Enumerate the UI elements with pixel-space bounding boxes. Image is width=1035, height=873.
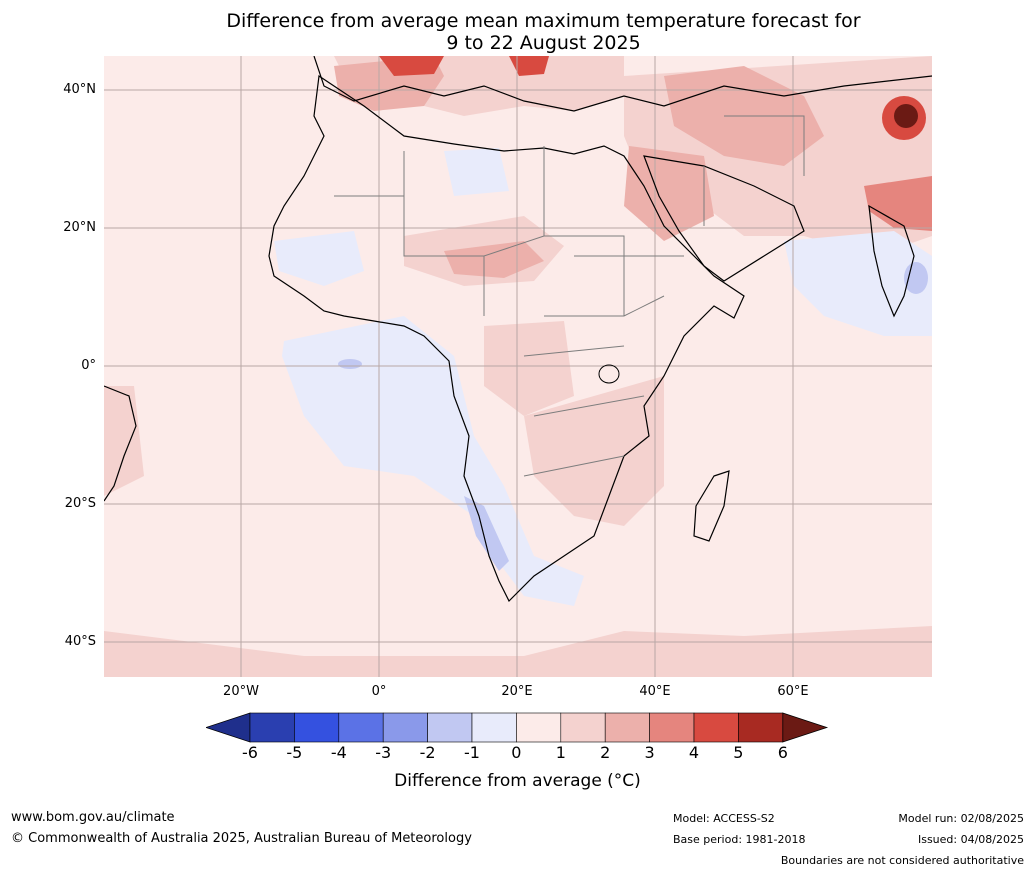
lat-label-40s: 40°S	[64, 634, 96, 649]
colorbar-cell	[516, 712, 562, 743]
anomaly-cool-india-coast	[904, 262, 928, 294]
colorbar-tick-label: -6	[242, 743, 258, 762]
lon-label-20w: 20°W	[223, 684, 259, 699]
colorbar-tick-label: 0	[511, 743, 522, 762]
anomaly-warm-southern-africa	[524, 376, 664, 526]
colorbar-tick-label: -5	[286, 743, 303, 762]
colorbar-tick-label: 4	[688, 743, 700, 762]
south-america-edge	[104, 385, 137, 502]
colorbar-tick-label: 6	[777, 743, 788, 762]
colorbar-cell	[693, 712, 739, 743]
anomaly-cool-arabian-sea	[784, 231, 932, 336]
colorbar-cell	[427, 712, 473, 743]
colorbar-cell	[738, 712, 784, 743]
colorbar-extend-high	[782, 712, 829, 743]
title-line-2: 9 to 22 August 2025	[446, 32, 641, 54]
graticule	[104, 56, 932, 677]
colorbar-cell	[604, 712, 650, 743]
anomaly-cool-namibia-coast	[464, 496, 509, 571]
colorbar-tick-label: -4	[330, 743, 347, 762]
anomaly-hot-balkans	[509, 56, 549, 76]
anomaly-cool-sahara	[444, 148, 509, 196]
footer-base-period: Base period: 1981-2018	[673, 833, 806, 846]
lake-victoria	[598, 364, 620, 384]
colorbar	[206, 712, 829, 743]
india-coastline	[868, 204, 915, 318]
anomaly-hot-pakistan	[864, 176, 932, 231]
footer-issued: Issued: 04/08/2025	[917, 833, 1024, 846]
anomaly-warm-central-africa	[484, 321, 574, 416]
colorbar-tick-label: -3	[375, 743, 392, 762]
colorbar-tick-label: -1	[464, 743, 480, 762]
colorbar-cell	[338, 712, 384, 743]
anomaly-cool-patch	[338, 359, 362, 369]
map-canvas	[104, 56, 932, 677]
lat-label-equator: 0°	[81, 358, 96, 373]
colorbar-tick-label: -2	[419, 743, 436, 762]
anomaly-warm-south	[104, 626, 932, 677]
anomaly-warm-indian-ocean-west	[104, 386, 144, 496]
anomaly-warm-arabia	[624, 146, 714, 241]
colorbar-extend-low	[206, 712, 251, 743]
lat-label-40n: 40°N	[63, 82, 96, 97]
africa-coastline	[268, 74, 745, 603]
anomaly-warmer-sahel	[444, 241, 544, 278]
colorbar-label: Difference from average (°C)	[394, 771, 641, 791]
colorbar-cell	[471, 712, 517, 743]
colorbar-cell	[382, 712, 428, 743]
colorbar-cell	[649, 712, 695, 743]
colorbar-cell	[560, 712, 606, 743]
anomaly-cool-west-africa	[274, 231, 364, 286]
lat-label-20s: 20°S	[64, 496, 96, 511]
footer-model: Model: ACCESS-S2	[673, 812, 775, 825]
madagascar-coastline	[693, 470, 730, 542]
colorbar-tick-label: 1	[555, 743, 566, 762]
title-line-1: Difference from average mean maximum tem…	[226, 10, 861, 32]
country-borders	[334, 115, 805, 477]
lon-label-20e: 20°E	[501, 684, 533, 699]
anomaly-hotspot-core	[894, 104, 918, 128]
map-title: Difference from average mean maximum tem…	[0, 10, 1035, 54]
colorbar-cell	[294, 712, 340, 743]
forecast-map	[104, 56, 932, 677]
colorbar-tick-label: 5	[733, 743, 744, 762]
footer-website: www.bom.gov.au/climate	[11, 810, 175, 825]
lat-label-20n: 20°N	[63, 220, 96, 235]
footer-model-run: Model run: 02/08/2025	[898, 812, 1024, 825]
anomaly-hot-iberia	[379, 56, 444, 76]
lon-label-0: 0°	[371, 684, 387, 699]
lon-label-40e: 40°E	[639, 684, 671, 699]
colorbar-cell	[249, 712, 295, 743]
colorbar-tick-label: 3	[644, 743, 655, 762]
lon-label-60e: 60°E	[777, 684, 809, 699]
arabia-coastline	[643, 155, 805, 282]
footer-copyright: © Commonwealth of Australia 2025, Austra…	[11, 831, 472, 846]
anomaly-cool-gulf-of-guinea	[282, 316, 584, 606]
colorbar-tick-label: 2	[600, 743, 611, 762]
footer-disclaimer: Boundaries are not considered authoritat…	[780, 854, 1024, 867]
europe-coastline	[313, 56, 932, 112]
